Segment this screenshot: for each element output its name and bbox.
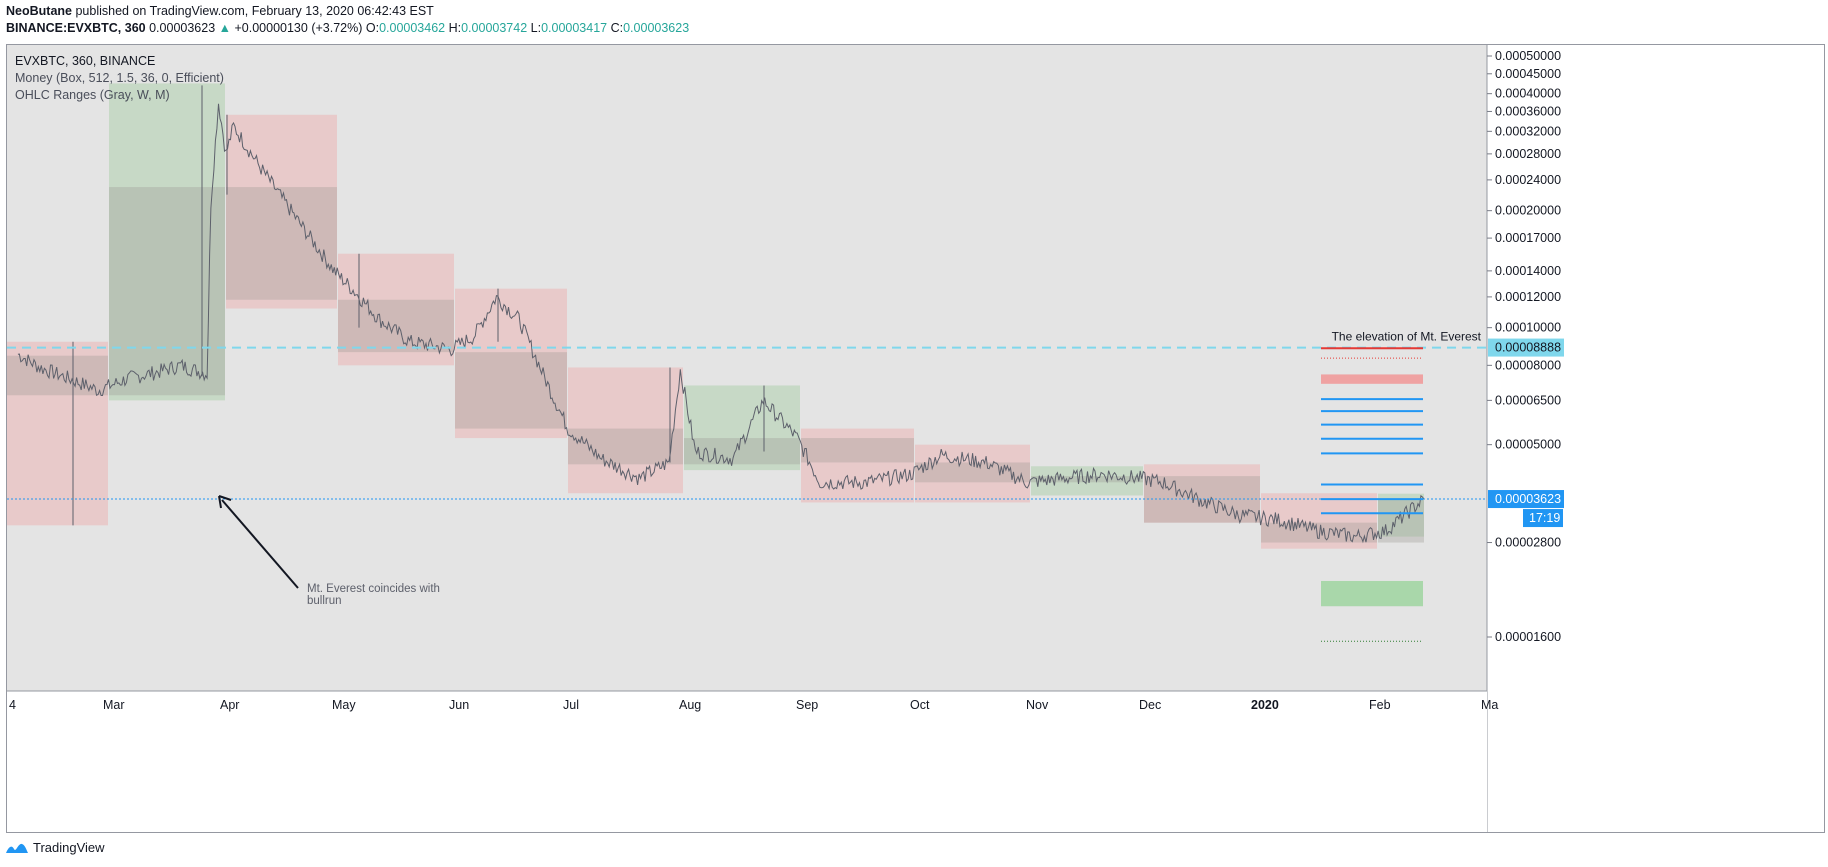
time-tick-label: Jul — [563, 698, 579, 712]
time-tick-label: Nov — [1026, 698, 1049, 712]
price-tick-label: 0.00017000 — [1495, 231, 1561, 245]
time-tick-label: Oct — [910, 698, 930, 712]
monthly-range-box — [455, 288, 567, 439]
time-tick-label: Aug — [679, 698, 701, 712]
legend-symbol[interactable]: EVXBTC, 360, BINANCE — [15, 54, 156, 68]
everest-price-tag-bg — [1488, 338, 1564, 357]
time-tick-label: Ma — [1481, 698, 1498, 712]
monthly-body-box — [915, 462, 1030, 483]
last-price-tag: 0.00003623 — [1495, 492, 1561, 506]
countdown-tag: 17:19 — [1529, 511, 1560, 525]
ohlc-bar: BINANCE:EVXBTC, 360 0.00003623 ▲ +0.0000… — [6, 21, 689, 35]
price-tick-label: 0.00050000 — [1495, 49, 1561, 63]
money-box-red-band — [1321, 374, 1423, 384]
monthly-range-box — [1144, 464, 1260, 523]
last-price-tag-bg — [1488, 490, 1564, 509]
annotation-arrow-line — [221, 499, 299, 589]
monthly-body-box — [226, 187, 337, 300]
monthly-body-box — [1261, 522, 1377, 543]
price-tick-label: 0.00040000 — [1495, 87, 1561, 101]
monthly-body-box — [109, 187, 225, 396]
price-tick-label: 0.00020000 — [1495, 204, 1561, 218]
time-tick-label: Feb — [1369, 698, 1391, 712]
time-axis-bg — [7, 691, 1487, 832]
price-tick-label: 0.00032000 — [1495, 124, 1561, 138]
change-up-icon: ▲ — [218, 21, 232, 35]
everest-price-tag: 0.00008888 — [1495, 341, 1561, 355]
high-value: 0.00003742 — [461, 21, 528, 35]
price-chart[interactable]: The elevation of Mt. Everest Mt. Everest … — [7, 45, 1824, 832]
time-tick-label: Apr — [220, 698, 239, 712]
price-change: +0.00000130 (+3.72%) — [234, 21, 363, 35]
chart-legend: EVXBTC, 360, BINANCE Money (Box, 512, 1.… — [15, 53, 224, 104]
close-label: C: — [610, 21, 624, 35]
price-tick-label: 0.00006500 — [1495, 393, 1561, 407]
monthly-range-box — [568, 367, 683, 494]
price-tick-label: 0.00014000 — [1495, 264, 1561, 278]
annotation-arrow-head — [218, 495, 232, 509]
time-tick-label: Dec — [1139, 698, 1161, 712]
low-label: L: — [530, 21, 542, 35]
monthly-body-box — [684, 438, 800, 465]
footer-brand[interactable]: TradingView — [33, 840, 105, 855]
money-box-green-band — [1321, 580, 1423, 607]
low-value: 0.00003417 — [541, 21, 608, 35]
time-tick-label: Sep — [796, 698, 818, 712]
legend-indicator-ohlc[interactable]: OHLC Ranges (Gray, W, M) — [15, 88, 170, 102]
everest-label: The elevation of Mt. Everest — [1332, 330, 1482, 344]
monthly-range-box — [1261, 493, 1377, 549]
legend-indicator-money[interactable]: Money (Box, 512, 1.5, 36, 0, Efficient) — [15, 71, 224, 85]
price-tick-label: 0.00012000 — [1495, 290, 1561, 304]
chart-area[interactable]: The elevation of Mt. Everest Mt. Everest … — [6, 44, 1825, 833]
monthly-body-box — [1144, 476, 1260, 523]
publish-date: published on TradingView.com, February 1… — [75, 4, 434, 18]
price-tick-label: 0.00028000 — [1495, 147, 1561, 161]
monthly-body-box — [455, 352, 567, 429]
open-label: O: — [365, 21, 380, 35]
monthly-body-box — [801, 438, 914, 463]
footer: TradingView — [6, 840, 105, 855]
price-tick-label: 0.00045000 — [1495, 67, 1561, 81]
price-axis-bg — [1487, 45, 1824, 832]
price-tick-label: 0.00001600 — [1495, 630, 1561, 644]
price-tick-label: 0.00036000 — [1495, 104, 1561, 118]
price-tick-label: 0.00008000 — [1495, 358, 1561, 372]
open-value: 0.00003462 — [379, 21, 446, 35]
symbol-info: BINANCE:EVXBTC, 360 — [6, 21, 146, 35]
price-tick-label: 0.00024000 — [1495, 173, 1561, 187]
annotation-text-line1: Mt. Everest coincides with — [307, 583, 440, 595]
high-label: H: — [448, 21, 462, 35]
price-tick-label: 0.00010000 — [1495, 321, 1561, 335]
last-price: 0.00003623 — [149, 21, 216, 35]
price-tick-label: 0.00002800 — [1495, 536, 1561, 550]
time-tick-label: 4 — [9, 698, 16, 712]
monthly-body-box — [568, 428, 683, 465]
annotation-text-line2: bullrun — [307, 595, 342, 607]
time-tick-label: May — [332, 698, 356, 712]
time-tick-label: 2020 — [1251, 698, 1279, 712]
publish-info: NeoButane published on TradingView.com, … — [6, 4, 434, 18]
time-tick-label: Mar — [103, 698, 125, 712]
close-value: 0.00003623 — [623, 21, 690, 35]
monthly-range-box — [801, 428, 914, 503]
author-name[interactable]: NeoButane — [6, 4, 72, 18]
countdown-tag-bg — [1523, 509, 1563, 528]
price-series-line — [17, 103, 1425, 544]
monthly-range-box — [226, 114, 337, 309]
tradingview-logo-icon[interactable] — [6, 841, 28, 855]
price-tick-label: 0.00005000 — [1495, 438, 1561, 452]
time-tick-label: Jun — [449, 698, 469, 712]
